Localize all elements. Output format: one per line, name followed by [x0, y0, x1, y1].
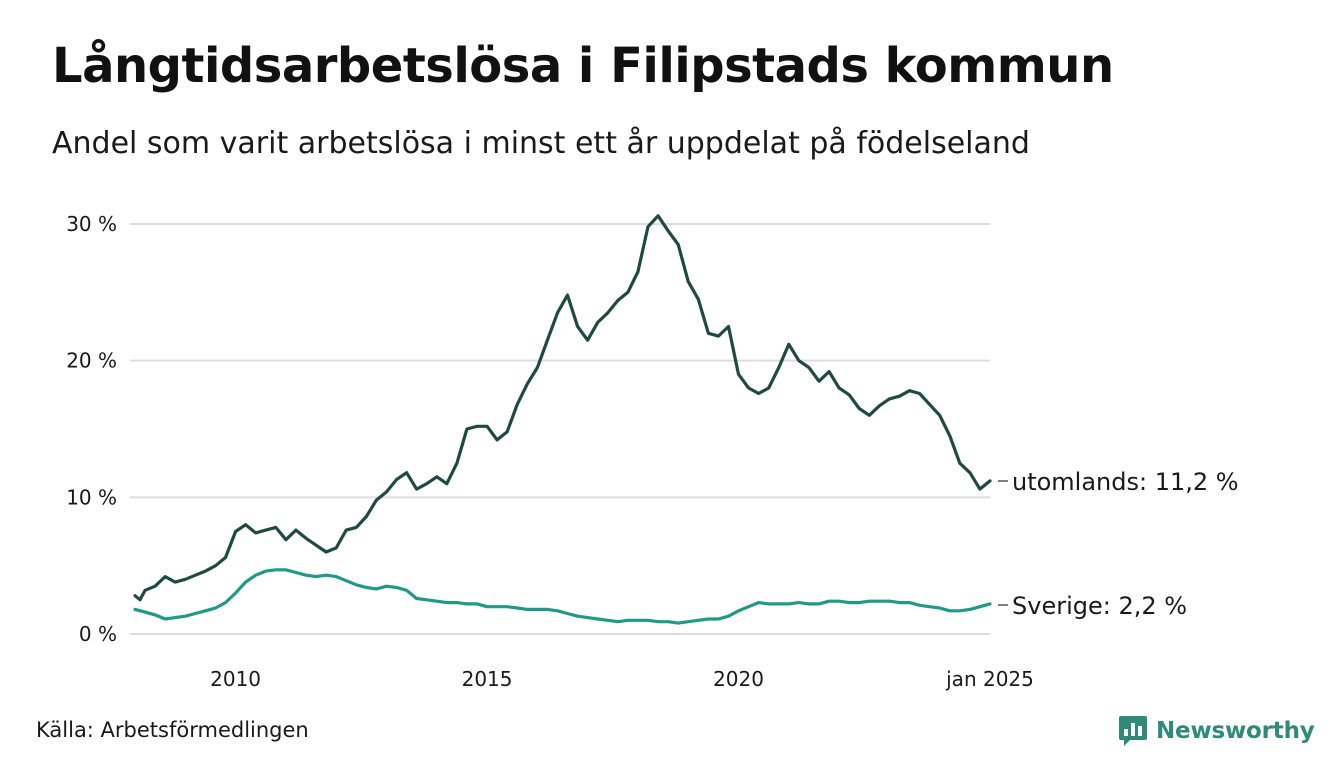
- x-tick-label: jan 2025: [945, 667, 1034, 691]
- brand-logo[interactable]: Newsworthy: [1118, 714, 1315, 748]
- end-label-utomlands: utomlands: 11,2 %: [1012, 468, 1239, 496]
- newsworthy-icon: [1119, 716, 1147, 746]
- gridlines: [130, 223, 990, 635]
- end-labels: utomlands: 11,2 % Sverige: 2,2 %: [998, 468, 1239, 620]
- end-label-sverige: Sverige: 2,2 %: [1012, 592, 1187, 620]
- y-tick-label: 30 %: [66, 212, 117, 236]
- y-tick-label: 10 %: [66, 485, 117, 509]
- source-note: Källa: Arbetsförmedlingen: [36, 718, 309, 742]
- x-tick-label: 2010: [210, 667, 261, 691]
- series-line-utomlands: [133, 214, 992, 602]
- series-lines: [133, 214, 992, 625]
- brand-name: Newsworthy: [1156, 718, 1315, 744]
- chart-subtitle: Andel som varit arbetslösa i minst ett å…: [52, 126, 1030, 161]
- y-tick-label: 0 %: [79, 622, 117, 646]
- series-line-sverige: [133, 568, 992, 625]
- x-tick-label: 2020: [713, 667, 764, 691]
- y-tick-label: 20 %: [66, 349, 117, 373]
- chart-title: Långtidsarbetslösa i Filipstads kommun: [52, 38, 1114, 94]
- x-axis-ticks: 2010 2015 2020 jan 2025: [210, 667, 1034, 691]
- y-axis-ticks: 0 % 10 % 20 % 30 %: [66, 212, 117, 646]
- x-tick-label: 2015: [462, 667, 513, 691]
